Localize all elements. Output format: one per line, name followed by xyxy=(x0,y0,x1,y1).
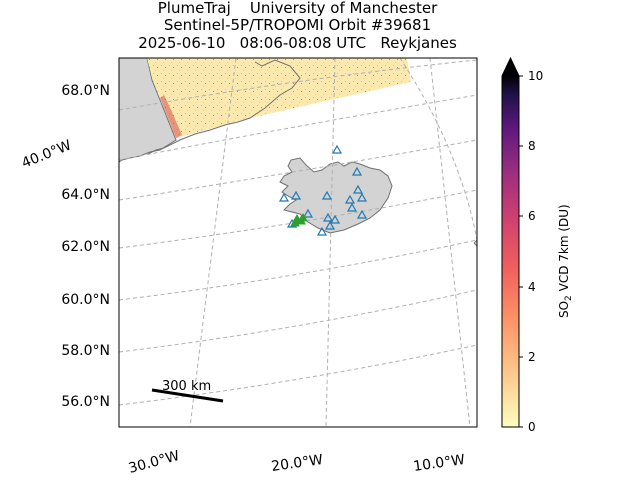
volcano-marker xyxy=(356,192,368,202)
colorbar-tick: 2 xyxy=(528,350,536,364)
volcano-marker xyxy=(356,209,368,219)
volcano-marker xyxy=(329,214,341,224)
colorbar-tick: 4 xyxy=(528,280,536,294)
source-marker xyxy=(298,212,308,222)
volcano-marker xyxy=(352,184,364,194)
map-title-line-2: Sentinel-5P/TROPOMI Orbit #39681 xyxy=(163,16,432,34)
lat-label: 68.0°N xyxy=(61,83,110,99)
volcano-marker xyxy=(316,226,328,236)
source-marker xyxy=(290,217,300,227)
volcano-markers xyxy=(278,144,368,236)
volcano-marker xyxy=(324,220,336,230)
so2-swath xyxy=(147,58,411,138)
colorbar-tick: 8 xyxy=(528,139,536,153)
lon-label: 30.0°W xyxy=(127,448,182,477)
source-markers xyxy=(290,212,308,227)
lat-label: 58.0°N xyxy=(61,343,110,359)
so2-swath-edge xyxy=(160,95,182,138)
scale-bar-label: 300 km xyxy=(162,379,211,394)
colorbar-label: SO2 VCD 7km (DU) xyxy=(557,204,574,318)
volcano-marker xyxy=(290,190,302,200)
lat-label: 56.0°N xyxy=(61,394,110,410)
colorbar-tick: 10 xyxy=(528,69,543,83)
colorbar-tick: 6 xyxy=(528,209,536,223)
volcano-marker xyxy=(322,212,334,222)
volcano-marker xyxy=(351,166,363,176)
colorbar-extend-triangle xyxy=(502,58,519,76)
volcano-marker xyxy=(344,194,356,204)
greenland-coast xyxy=(147,59,301,155)
lat-label: 60.0°N xyxy=(61,292,110,308)
volcano-marker xyxy=(302,208,314,218)
volcano-marker xyxy=(331,144,343,154)
map-gridlines xyxy=(119,58,477,427)
coast-fragment xyxy=(473,239,477,247)
colorbar: 0 2 4 6 8 10 SO2 VCD 7km (DU) xyxy=(501,56,574,434)
lon-label: 10.0°W xyxy=(412,452,466,475)
map-panel: 300 km 68.0°N 64.0°N 62.0°N 60.0°N 58.0°… xyxy=(20,57,478,477)
volcano-marker xyxy=(321,190,333,200)
colorbar-tick: 0 xyxy=(528,420,536,434)
scale-bar xyxy=(151,388,224,403)
lat-label: 64.0°N xyxy=(61,187,110,203)
map-title-line-3: 2025-06-10 08:06-08:08 UTC Reykjanes xyxy=(138,34,457,52)
volcano-marker xyxy=(346,202,358,212)
lat-label: 62.0°N xyxy=(61,239,110,255)
lon-label: 20.0°W xyxy=(270,452,324,475)
map-title-line-1: PlumeTraj University of Manchester xyxy=(157,0,438,17)
volcano-marker xyxy=(278,192,290,202)
lon-label-left: 40.0°W xyxy=(20,137,74,171)
